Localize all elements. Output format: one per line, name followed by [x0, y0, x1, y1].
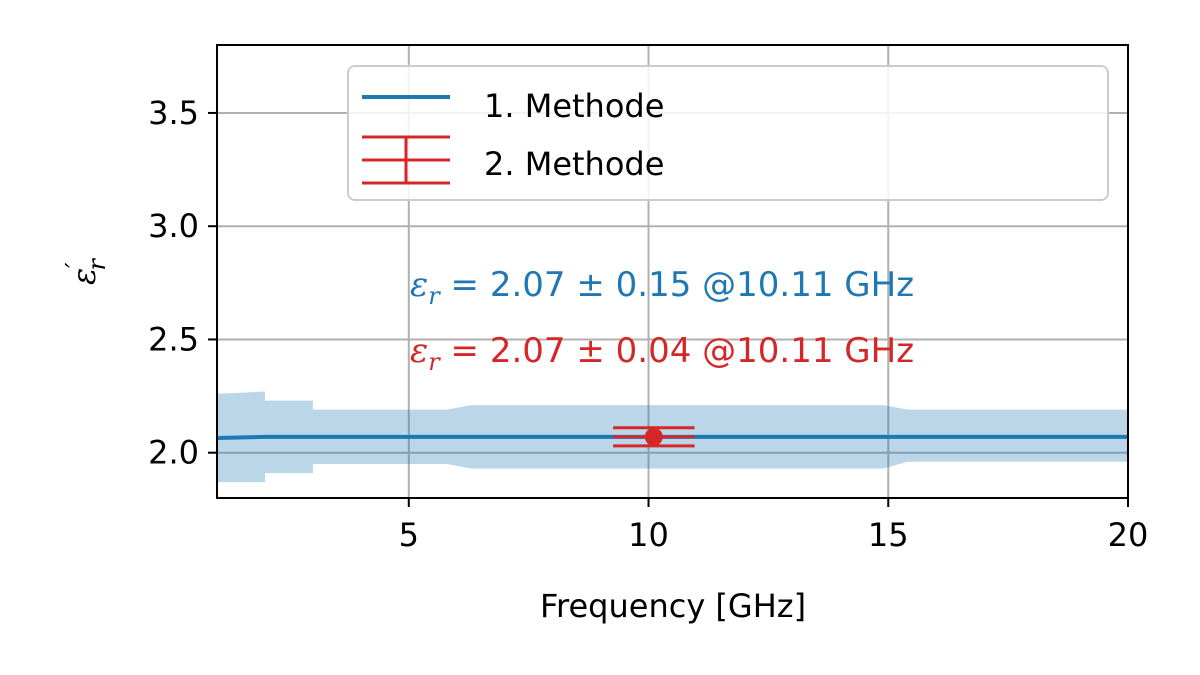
x-axis-label: Frequency [GHz]: [540, 587, 806, 625]
annotation-1-text: = 2.07 ± 0.15 @10.11 GHz: [440, 265, 914, 305]
y-axis-label-prime: ′: [61, 262, 89, 268]
annotation-2-text: = 2.07 ± 0.04 @10.11 GHz: [440, 331, 914, 371]
legend-box: [347, 65, 1109, 201]
y-tick-label: 3.0: [148, 207, 199, 245]
y-tick-label: 2.0: [148, 434, 199, 472]
x-axis-ticks: 5 10 15 20: [399, 498, 1149, 554]
y-axis-label: ε′r: [61, 257, 111, 285]
svg-text:ε′r: ε′r: [61, 257, 111, 285]
y-axis-label-symbol: ε: [65, 268, 103, 285]
y-tick-label: 3.5: [148, 94, 199, 132]
y-axis-ticks: 2.0 2.5 3.0 3.5: [148, 94, 217, 472]
annotation-1-symbol: ε: [410, 265, 428, 305]
data-point-methode-2: [644, 427, 663, 446]
legend: 1. Methode 2. Methode: [347, 65, 1109, 201]
legend-label-series-1: 1. Methode: [484, 87, 664, 125]
annotation-1-subscript: r: [428, 282, 441, 310]
annotation-2-subscript: r: [428, 348, 441, 376]
series-line-methode-1: [216, 434, 1128, 440]
annotation-2-symbol: ε: [410, 331, 428, 371]
x-tick-label: 10: [628, 516, 669, 554]
y-axis-label-subscript: r: [83, 257, 111, 270]
series-line-layer: [216, 434, 1128, 440]
x-tick-label: 5: [399, 516, 419, 554]
legend-label-series-2: 2. Methode: [484, 145, 664, 183]
x-tick-label: 15: [868, 516, 909, 554]
errorbar-layer: [613, 426, 695, 448]
legend-errorbar-marker: [362, 135, 450, 185]
y-tick-label: 2.5: [148, 320, 199, 358]
plot-frame: [216, 44, 1129, 499]
x-tick-label: 20: [1108, 516, 1149, 554]
annotation-method-1: εr = 2.07 ± 0.15 @10.11 GHz: [410, 265, 914, 310]
annotation-method-2: εr = 2.07 ± 0.04 @10.11 GHz: [410, 331, 914, 376]
